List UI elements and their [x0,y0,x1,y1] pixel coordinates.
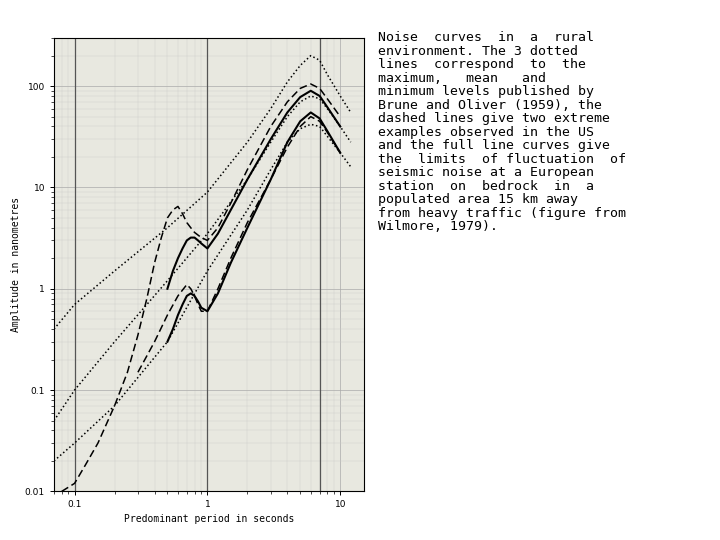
Text: seismic noise at a European: seismic noise at a European [378,166,594,179]
Text: environment. The 3 dotted: environment. The 3 dotted [378,45,578,58]
Text: minimum levels published by: minimum levels published by [378,85,594,98]
X-axis label: Predominant period in seconds: Predominant period in seconds [124,514,294,524]
Text: dashed lines give two extreme: dashed lines give two extreme [378,112,610,125]
Text: Wilmore, 1979).: Wilmore, 1979). [378,220,498,233]
Text: lines  correspond  to  the: lines correspond to the [378,58,586,71]
Text: station  on  bedrock  in  a: station on bedrock in a [378,180,594,193]
Text: examples observed in the US: examples observed in the US [378,126,594,139]
Text: from heavy traffic (figure from: from heavy traffic (figure from [378,207,626,220]
Text: the  limits  of fluctuation  of: the limits of fluctuation of [378,153,626,166]
Text: Brune and Oliver (1959), the: Brune and Oliver (1959), the [378,99,602,112]
Text: populated area 15 km away: populated area 15 km away [378,193,578,206]
Text: maximum,   mean   and: maximum, mean and [378,72,546,85]
Text: Noise  curves  in  a  rural: Noise curves in a rural [378,31,594,44]
Y-axis label: Amplitude in nanometres: Amplitude in nanometres [11,197,21,332]
Text: and the full line curves give: and the full line curves give [378,139,610,152]
